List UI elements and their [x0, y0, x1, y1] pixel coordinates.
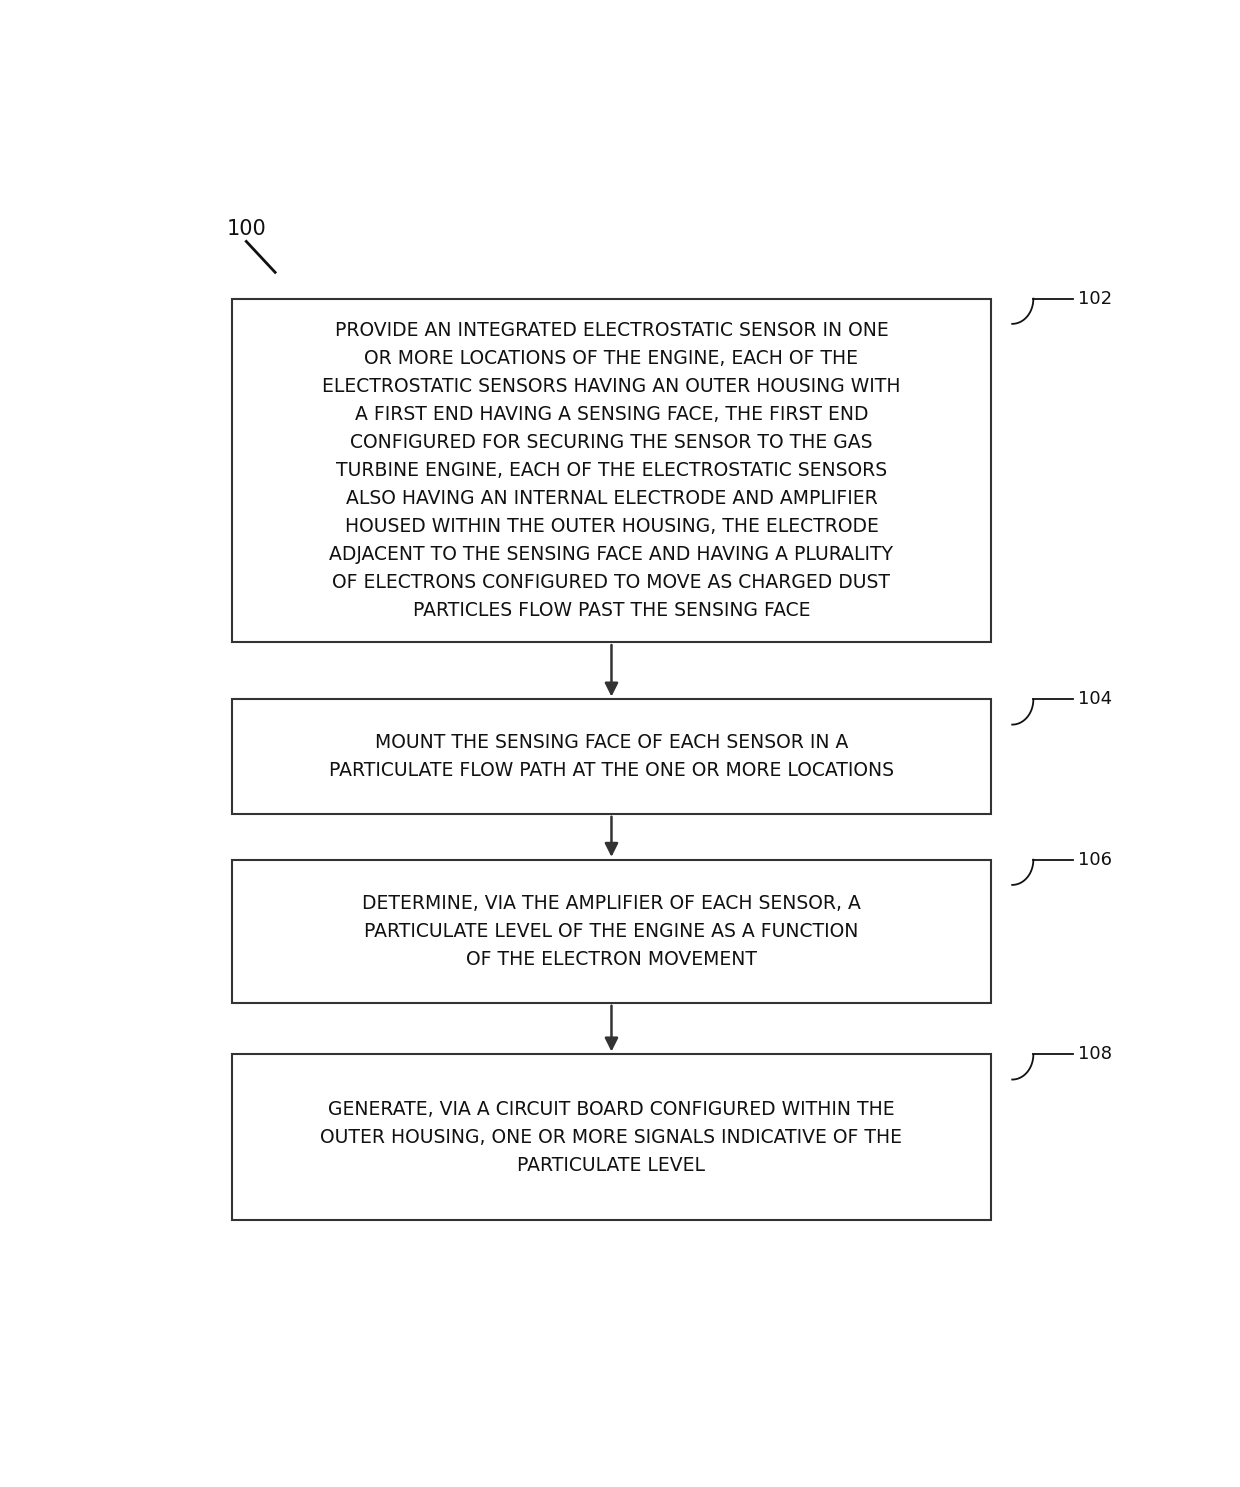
- Text: MOUNT THE SENSING FACE OF EACH SENSOR IN A
PARTICULATE FLOW PATH AT THE ONE OR M: MOUNT THE SENSING FACE OF EACH SENSOR IN…: [329, 733, 894, 781]
- Bar: [232, 299, 991, 642]
- Text: 106: 106: [1078, 851, 1111, 868]
- Bar: [232, 859, 991, 1002]
- Text: 102: 102: [1078, 290, 1112, 308]
- Text: DETERMINE, VIA THE AMPLIFIER OF EACH SENSOR, A
PARTICULATE LEVEL OF THE ENGINE A: DETERMINE, VIA THE AMPLIFIER OF EACH SEN…: [362, 894, 861, 968]
- Text: 108: 108: [1078, 1045, 1111, 1063]
- Text: 104: 104: [1078, 690, 1112, 708]
- Bar: [232, 699, 991, 813]
- Text: 100: 100: [227, 219, 267, 238]
- Text: PROVIDE AN INTEGRATED ELECTROSTATIC SENSOR IN ONE
OR MORE LOCATIONS OF THE ENGIN: PROVIDE AN INTEGRATED ELECTROSTATIC SENS…: [322, 321, 900, 620]
- Bar: [232, 1054, 991, 1221]
- Text: GENERATE, VIA A CIRCUIT BOARD CONFIGURED WITHIN THE
OUTER HOUSING, ONE OR MORE S: GENERATE, VIA A CIRCUIT BOARD CONFIGURED…: [320, 1100, 903, 1175]
